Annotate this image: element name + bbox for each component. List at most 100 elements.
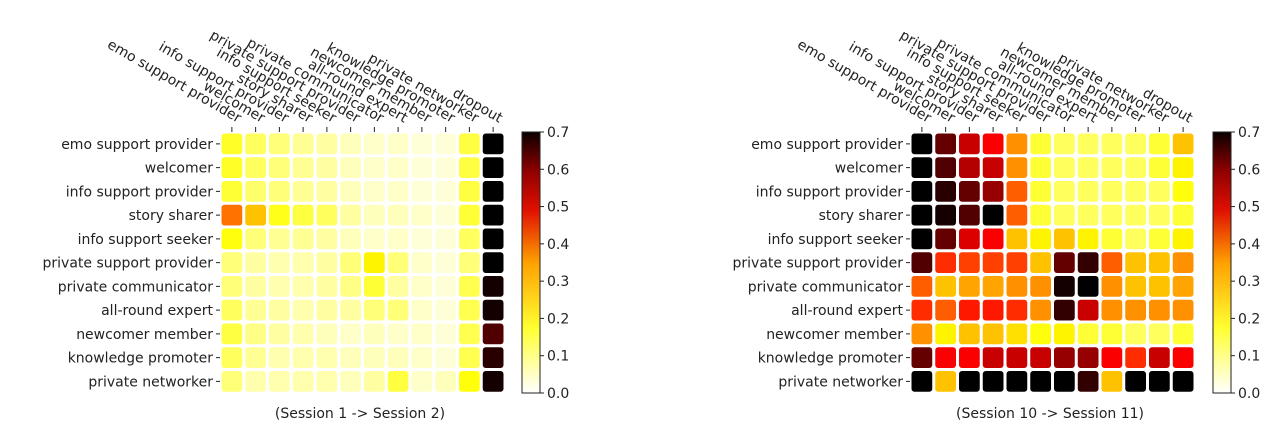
- heatmap-cell: [959, 204, 980, 226]
- heatmap-cell: [292, 371, 314, 392]
- heatmap-cell: [1006, 347, 1028, 368]
- heatmap-cell: [340, 371, 361, 392]
- heatmap-cell: [269, 323, 290, 345]
- heatmap-cell: [1077, 204, 1099, 226]
- heatmap-cell: [1172, 181, 1194, 202]
- heatmap-cell: [1054, 371, 1075, 392]
- heatmap-cell: [245, 228, 266, 250]
- heatmap-cell: [1101, 133, 1123, 155]
- heatmap-cell: [435, 181, 456, 202]
- colorbar-tick-label: 0.1: [547, 349, 569, 365]
- heatmap-cell: [411, 181, 433, 202]
- heatmap-cell: [1125, 347, 1146, 368]
- heatmap-cell: [1172, 252, 1194, 273]
- heatmap-cell: [340, 228, 361, 250]
- heatmap-cell: [1054, 181, 1075, 202]
- y-tick-label: welcomer: [145, 161, 213, 177]
- y-tick-label: story sharer: [819, 208, 904, 224]
- heatmap-cell: [1077, 133, 1099, 155]
- y-tick-marks: [906, 143, 910, 382]
- heatmap-cell: [1030, 347, 1051, 368]
- colorbar-tick-label: 0.4: [547, 237, 569, 253]
- heatmap-cell: [959, 252, 980, 273]
- y-tick-label: private communicator: [58, 279, 213, 295]
- y-tick-label: info support provider: [66, 184, 213, 200]
- heatmap-cell: [1101, 204, 1123, 226]
- heatmap-cell: [482, 133, 504, 155]
- heatmap-cell: [1054, 323, 1075, 345]
- y-tick-marks: [216, 143, 220, 382]
- heatmap-cell: [1101, 347, 1123, 368]
- heatmap-cell: [1006, 181, 1028, 202]
- heatmap-cell: [364, 276, 385, 297]
- heatmap-cell: [1125, 181, 1146, 202]
- heatmap-cell: [1006, 133, 1028, 155]
- heatmap-cell: [1149, 181, 1170, 202]
- heatmap-cell: [1006, 157, 1028, 178]
- heatmap-cell: [269, 204, 290, 226]
- heatmap-cell: [316, 133, 338, 155]
- heatmap-cell: [1030, 204, 1051, 226]
- heatmap-cell: [982, 323, 1004, 345]
- y-tick-label: knowledge promoter: [758, 351, 904, 367]
- heatmap-cell: [482, 204, 504, 226]
- y-tick-label: private networker: [778, 374, 903, 390]
- heatmap-cell: [1101, 252, 1123, 273]
- heatmap-cell: [1054, 157, 1075, 178]
- heatmap-cells: [911, 133, 1194, 392]
- heatmap-cell: [1054, 252, 1075, 273]
- heatmap-cell: [364, 371, 385, 392]
- heatmap-cell: [316, 371, 338, 392]
- heatmap-cell: [245, 371, 266, 392]
- heatmap-cell: [935, 157, 956, 178]
- heatmap-cell: [911, 204, 933, 226]
- heatmap-cell: [1149, 133, 1170, 155]
- heatmap-cell: [482, 181, 504, 202]
- heatmap-cell: [482, 252, 504, 273]
- heatmap-cell: [221, 252, 243, 273]
- heatmap-cell: [245, 181, 266, 202]
- heatmap-cell: [387, 252, 409, 273]
- heatmap-cell: [482, 157, 504, 178]
- heatmap-cell: [221, 323, 243, 345]
- panel-caption: (Session 10 -> Session 11): [956, 406, 1144, 422]
- heatmap-cell: [1006, 371, 1028, 392]
- colorbar-tick-label: 0.5: [1238, 200, 1260, 216]
- heatmap-cell: [1030, 181, 1051, 202]
- heatmap-cell: [1172, 299, 1194, 321]
- colorbar-tick-label: 0.1: [1238, 349, 1260, 365]
- heatmap-cell: [245, 133, 266, 155]
- heatmap-cell: [387, 181, 409, 202]
- heatmap-cell: [982, 252, 1004, 273]
- heatmap-cell: [1149, 347, 1170, 368]
- heatmap-cell: [316, 204, 338, 226]
- heatmap-cell: [387, 204, 409, 226]
- heatmap-cell: [269, 181, 290, 202]
- heatmap-cell: [221, 299, 243, 321]
- heatmap-cell: [959, 157, 980, 178]
- heatmap-cell: [387, 347, 409, 368]
- x-tick-marks: [921, 127, 1184, 132]
- colorbar: 0.0 0.1 0.2 0.3 0.4 0.5 0.6 0.7: [1212, 125, 1260, 402]
- heatmap-cell: [411, 133, 433, 155]
- heatmap-cell: [911, 181, 933, 202]
- heatmap-cell: [1125, 252, 1146, 273]
- heatmap-cell: [435, 133, 456, 155]
- heatmap-cell: [387, 276, 409, 297]
- heatmap-cell: [911, 276, 933, 297]
- colorbar-tick-label: 0.4: [1238, 237, 1260, 253]
- heatmap-cell: [911, 157, 933, 178]
- heatmap-cell: [340, 133, 361, 155]
- y-tick-labels: emo support provider welcomer info support…: [43, 137, 214, 391]
- heatmap-cell: [435, 276, 456, 297]
- heatmap-cell: [411, 252, 433, 273]
- heatmap-cell: [1149, 276, 1170, 297]
- heatmap-cell: [435, 371, 456, 392]
- heatmap-cell: [959, 276, 980, 297]
- heatmap-cell: [935, 347, 956, 368]
- heatmap-cell: [411, 157, 433, 178]
- heatmap-cell: [435, 252, 456, 273]
- heatmap-cell: [1030, 133, 1051, 155]
- colorbar: 0.0 0.1 0.2 0.3 0.4 0.5 0.6 0.7: [521, 125, 569, 402]
